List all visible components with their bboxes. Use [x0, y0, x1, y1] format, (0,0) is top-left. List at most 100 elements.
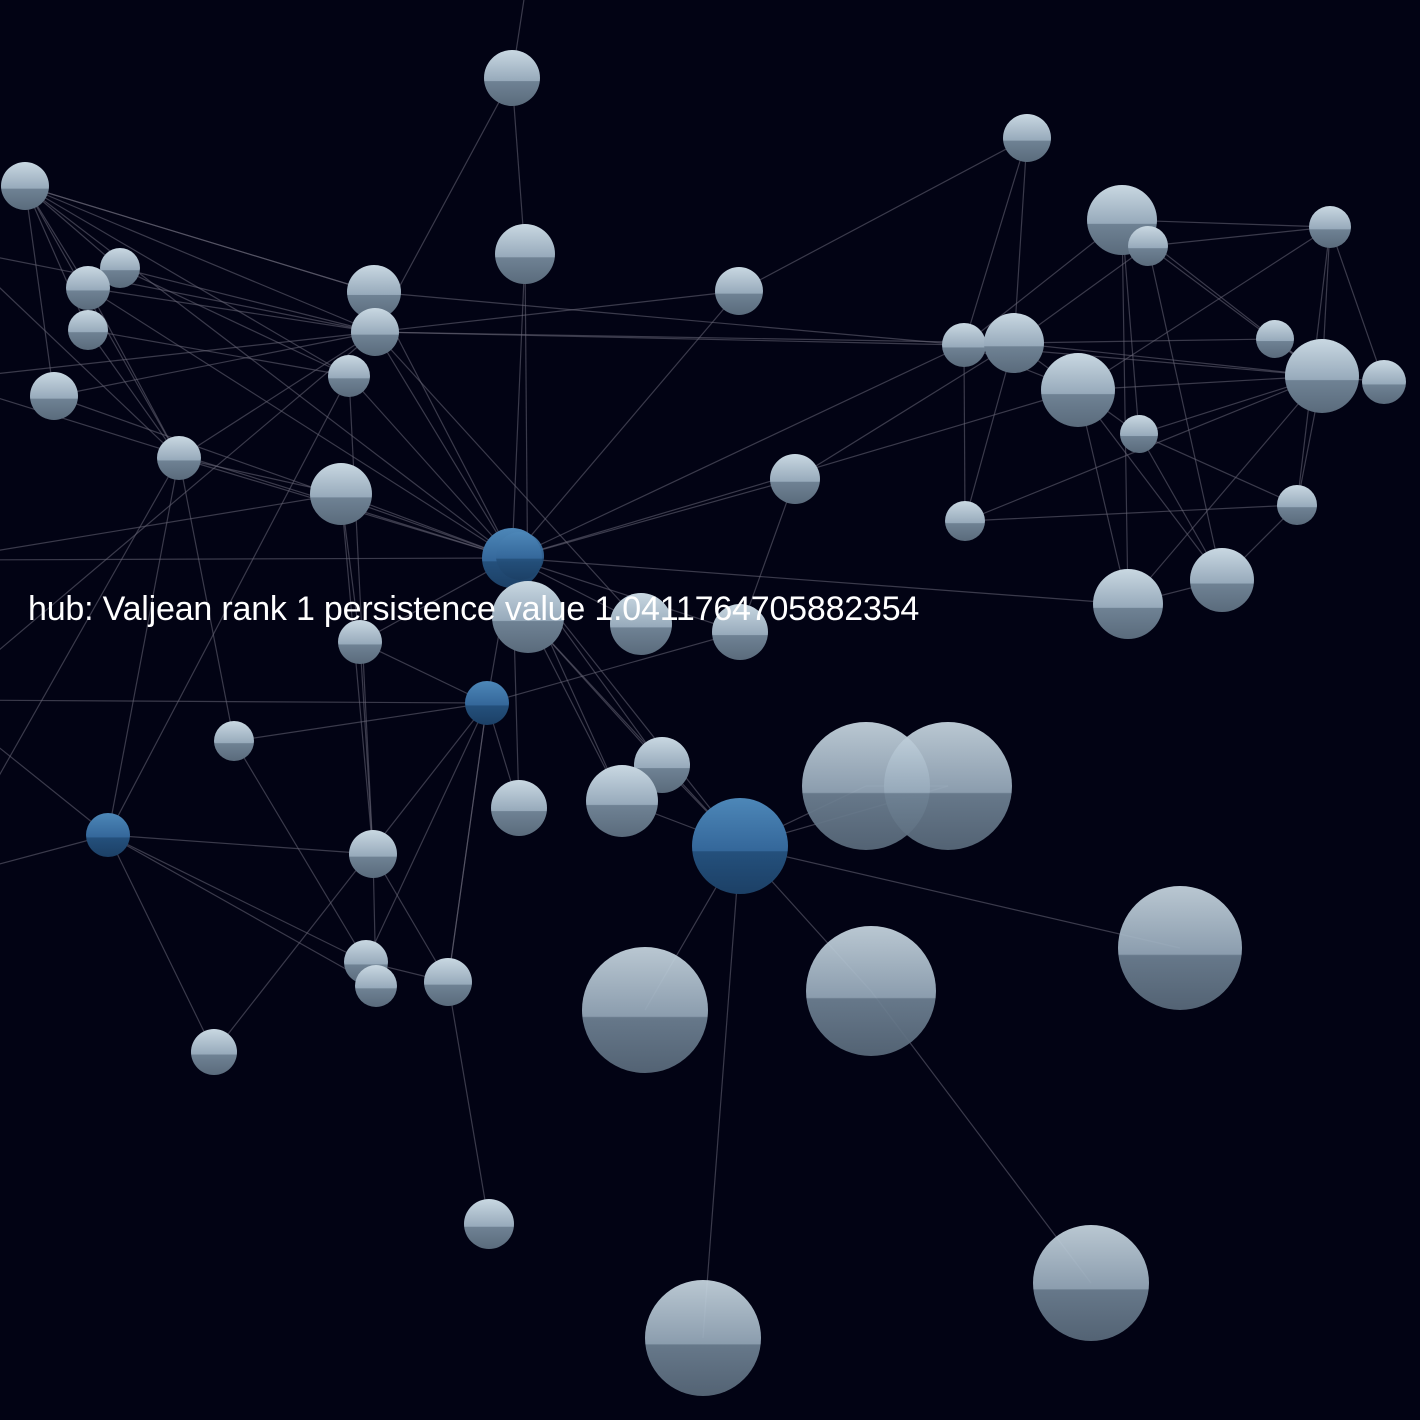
- graph-link: [1013, 137, 1028, 344]
- graph-node[interactable]: [586, 765, 658, 837]
- graph-node[interactable]: [1041, 353, 1115, 427]
- graph-link: [213, 702, 488, 1053]
- graph-link: [87, 329, 350, 377]
- graph-node[interactable]: [464, 1199, 514, 1249]
- graph-node[interactable]: [715, 267, 763, 315]
- graph-node[interactable]: [349, 830, 397, 878]
- graph-link: [0, 287, 180, 459]
- graph-link: [340, 493, 374, 855]
- graph-link: [0, 331, 376, 374]
- graph-link: [119, 267, 350, 377]
- graph-link: [178, 331, 376, 459]
- graph-node[interactable]: [68, 310, 108, 350]
- graph-node[interactable]: [491, 780, 547, 836]
- graph-node[interactable]: [328, 355, 370, 397]
- graph-node[interactable]: [1309, 206, 1351, 248]
- graph-node[interactable]: [712, 604, 768, 660]
- graph-link: [24, 185, 55, 397]
- graph-link: [964, 342, 1015, 522]
- graph-link: [348, 375, 513, 559]
- graph-node[interactable]: [191, 1029, 237, 1075]
- graph-node[interactable]: [1, 162, 49, 210]
- graph-node-hub[interactable]: [86, 813, 130, 857]
- graph-node[interactable]: [945, 501, 985, 541]
- graph-node[interactable]: [1033, 1225, 1149, 1341]
- graph-link: [1121, 219, 1140, 435]
- graph-node[interactable]: [645, 1280, 761, 1396]
- graph-link: [119, 267, 376, 333]
- graph-link: [365, 702, 488, 963]
- graph-link: [511, 478, 796, 559]
- graph-node[interactable]: [884, 722, 1012, 850]
- graph-link: [738, 137, 1028, 292]
- graph-node[interactable]: [1120, 415, 1158, 453]
- graph-node[interactable]: [770, 454, 820, 504]
- graph-node[interactable]: [1128, 226, 1168, 266]
- graph-node[interactable]: [484, 50, 540, 106]
- graph-link: [107, 834, 377, 987]
- graph-link: [1147, 245, 1223, 581]
- graph-node[interactable]: [984, 313, 1044, 373]
- graph-node[interactable]: [495, 224, 555, 284]
- graph-link: [486, 631, 741, 704]
- graph-link: [87, 287, 180, 459]
- graph-link: [87, 287, 513, 559]
- graph-node[interactable]: [338, 620, 382, 664]
- graph-node-hub[interactable]: [465, 681, 509, 725]
- graph-link: [447, 981, 490, 1225]
- graph-link: [511, 290, 740, 559]
- graph-link: [87, 287, 376, 333]
- graph-link: [1121, 219, 1129, 605]
- graph-node[interactable]: [1190, 548, 1254, 612]
- graph-link: [964, 504, 1298, 522]
- graph-node-hub-highlight: [496, 532, 544, 580]
- graph-node[interactable]: [424, 958, 472, 1006]
- graph-link: [53, 395, 513, 559]
- graph-link: [0, 457, 180, 776]
- graph-nodes[interactable]: [1, 50, 1406, 1396]
- graph-link: [739, 845, 1181, 949]
- graph-node[interactable]: [66, 266, 110, 310]
- graph-link: [372, 853, 449, 983]
- graph-node[interactable]: [355, 965, 397, 1007]
- graph-link: [1077, 375, 1323, 391]
- graph-node[interactable]: [157, 436, 201, 480]
- graph-link: [963, 137, 1028, 346]
- graph-node[interactable]: [1003, 114, 1051, 162]
- graph-link: [963, 344, 966, 522]
- graph-node[interactable]: [1277, 485, 1317, 525]
- graph-node[interactable]: [1285, 339, 1359, 413]
- graph-node[interactable]: [310, 463, 372, 525]
- graph-link: [374, 331, 513, 559]
- graph-link: [0, 834, 109, 865]
- graph-node[interactable]: [347, 265, 401, 319]
- graph-node[interactable]: [1362, 360, 1406, 404]
- graph-node[interactable]: [806, 926, 936, 1056]
- graph-links: [0, 0, 1385, 1339]
- graph-node[interactable]: [492, 581, 564, 653]
- graph-link: [447, 702, 488, 983]
- graph-link: [107, 457, 180, 836]
- graph-link: [702, 845, 741, 1339]
- graph-node[interactable]: [610, 593, 672, 655]
- graph-link: [0, 557, 513, 561]
- graph-link: [1147, 226, 1331, 247]
- graph-node[interactable]: [351, 308, 399, 356]
- graph-node[interactable]: [582, 947, 708, 1073]
- graph-link: [24, 185, 376, 333]
- graph-link: [24, 185, 350, 377]
- graph-node[interactable]: [1256, 320, 1294, 358]
- graph-node[interactable]: [30, 372, 78, 420]
- graph-node[interactable]: [1093, 569, 1163, 639]
- graph-node[interactable]: [942, 323, 986, 367]
- graph-node-hub[interactable]: [692, 798, 788, 894]
- graph-link: [107, 375, 350, 836]
- graph-node[interactable]: [100, 248, 140, 288]
- graph-link: [107, 834, 215, 1053]
- graph-link: [1077, 389, 1223, 581]
- graph-node[interactable]: [1118, 886, 1242, 1010]
- graph-link: [107, 834, 374, 855]
- graph-node[interactable]: [214, 721, 254, 761]
